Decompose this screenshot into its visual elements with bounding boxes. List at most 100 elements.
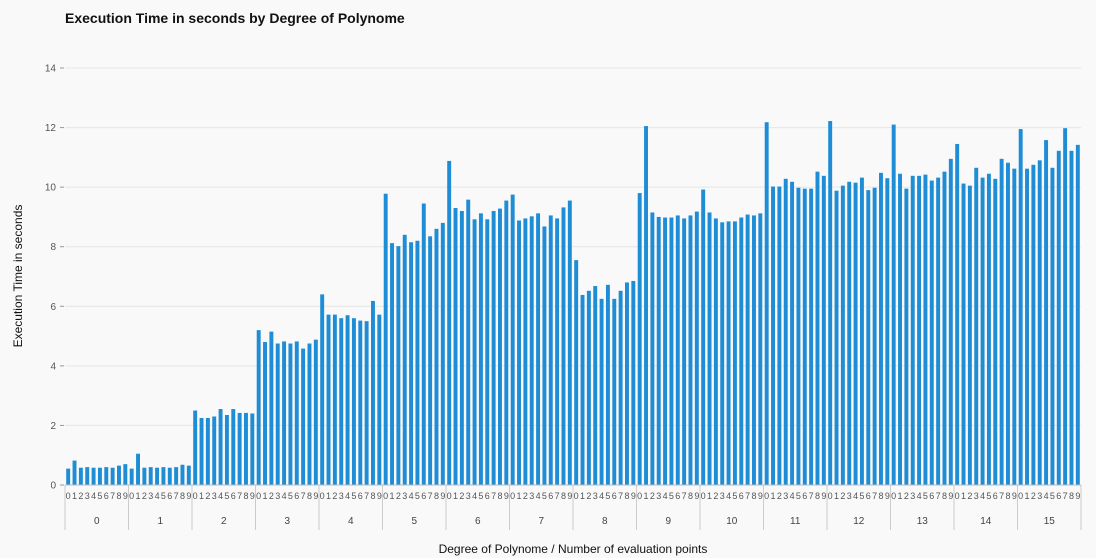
bar[interactable] [999,158,1004,485]
bar[interactable] [669,217,674,485]
bar[interactable] [1050,167,1055,485]
bar[interactable] [605,284,610,485]
bar[interactable] [136,453,140,485]
bar[interactable] [485,219,490,485]
bar[interactable] [866,190,871,485]
bar[interactable] [726,221,731,485]
bar[interactable] [282,341,287,485]
bar[interactable] [802,188,807,485]
bar[interactable] [523,218,528,486]
bar[interactable] [663,217,668,485]
bar[interactable] [428,236,433,485]
bar[interactable] [942,171,947,485]
bar[interactable] [961,183,966,485]
bar[interactable] [783,178,788,485]
bar[interactable] [580,294,585,485]
bar[interactable] [434,228,439,486]
bar[interactable] [294,341,299,485]
bar[interactable] [593,286,598,485]
bar[interactable] [453,207,458,485]
bar[interactable] [117,465,121,485]
bar[interactable] [250,413,255,485]
bar[interactable] [256,330,261,485]
bar[interactable] [682,218,687,486]
bar[interactable] [713,218,718,486]
bar[interactable] [631,280,636,485]
bar[interactable] [383,193,388,485]
bar[interactable] [390,243,394,485]
bar[interactable] [491,210,496,485]
bar[interactable] [891,124,896,485]
bar[interactable] [1006,162,1010,485]
bar[interactable] [1031,164,1036,485]
bar[interactable] [351,318,356,485]
bar[interactable] [1037,160,1042,486]
bar[interactable] [110,467,115,485]
bar[interactable] [174,467,179,485]
bar[interactable] [809,188,814,485]
bar[interactable] [244,412,248,485]
bar[interactable] [72,460,77,485]
bar[interactable] [205,417,210,485]
bar[interactable] [625,282,629,485]
bar[interactable] [421,203,426,485]
bar[interactable] [123,464,128,485]
bar[interactable] [986,173,991,485]
bar[interactable] [180,464,185,485]
bar[interactable] [847,181,852,485]
bar[interactable] [1075,144,1080,485]
bar[interactable] [980,177,985,485]
bar[interactable] [745,214,750,485]
bar[interactable] [498,208,502,486]
bar[interactable] [599,298,604,485]
bar[interactable] [142,467,147,485]
bar[interactable] [828,121,833,486]
bar[interactable] [536,213,541,485]
bar[interactable] [529,216,534,485]
bar[interactable] [879,172,883,486]
bar[interactable] [618,290,623,485]
bar[interactable] [790,181,795,485]
bar[interactable] [263,342,267,485]
bar[interactable] [840,185,845,485]
bar[interactable] [307,343,312,485]
bar[interactable] [301,348,306,485]
bar[interactable] [402,234,407,485]
bar[interactable] [688,215,693,486]
bar[interactable] [675,215,680,486]
bar[interactable] [91,467,96,485]
bar[interactable] [796,187,801,485]
bar[interactable] [193,410,198,485]
bar[interactable] [409,242,414,485]
bar[interactable] [396,246,401,485]
bar[interactable] [586,290,591,485]
bar[interactable] [548,215,553,486]
bar[interactable] [752,215,756,486]
bar[interactable] [574,260,579,485]
bar[interactable] [415,240,420,485]
bar[interactable] [993,178,998,485]
bar[interactable] [459,210,464,485]
bar[interactable] [764,122,769,486]
bar[interactable] [777,186,782,485]
bar[interactable] [345,315,350,485]
bar[interactable] [917,175,922,485]
bar[interactable] [1069,150,1074,485]
bar[interactable] [720,222,725,486]
bar[interactable] [701,189,706,486]
bar[interactable] [288,343,293,485]
bar[interactable] [815,171,820,485]
bar[interactable] [472,219,477,485]
bar[interactable] [231,409,236,485]
bar[interactable] [66,468,71,485]
bar[interactable] [186,465,191,485]
bar[interactable] [1012,168,1017,485]
bar[interactable] [199,417,204,485]
bar[interactable] [148,467,153,485]
bar[interactable] [694,211,699,485]
bar[interactable] [339,318,344,485]
bar[interactable] [771,186,775,485]
bar[interactable] [637,193,642,485]
bar[interactable] [936,177,941,485]
bar[interactable] [332,314,337,485]
